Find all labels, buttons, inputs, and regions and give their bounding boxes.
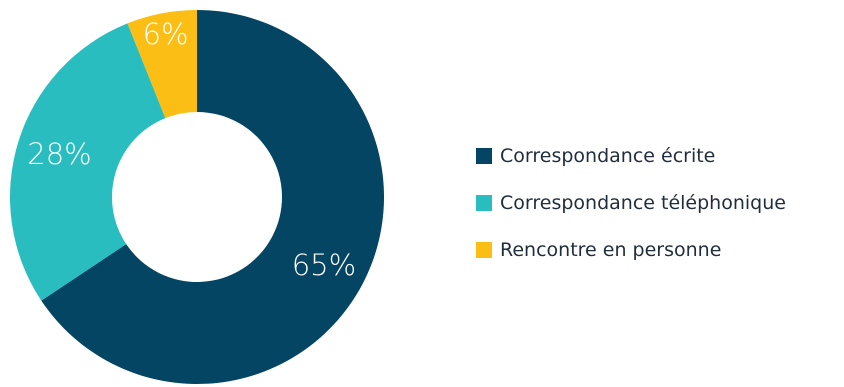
donut-slice-ecrite (41, 10, 385, 384)
legend: Correspondance écrite Correspondance tél… (476, 143, 786, 284)
legend-swatch-telephonique (476, 194, 492, 211)
legend-label-ecrite: Correspondance écrite (500, 144, 716, 167)
legend-item-ecrite: Correspondance écrite (476, 143, 786, 168)
slice-label-personne: 6% (143, 17, 189, 51)
legend-swatch-ecrite (476, 147, 492, 164)
slice-label-telephonique: 28% (27, 137, 91, 171)
slice-labels: 65% 28% 6% (27, 17, 356, 282)
legend-label-telephonique: Correspondance téléphonique (500, 191, 786, 214)
legend-item-telephonique: Correspondance téléphonique (476, 190, 786, 215)
donut-slice-telephonique (10, 23, 166, 301)
donut-slice-personne (127, 10, 197, 119)
legend-swatch-personne (476, 241, 492, 258)
donut-slices (10, 10, 385, 384)
legend-item-personne: Rencontre en personne (476, 237, 786, 262)
slice-label-ecrite: 65% (292, 248, 356, 282)
legend-label-personne: Rencontre en personne (500, 238, 722, 261)
